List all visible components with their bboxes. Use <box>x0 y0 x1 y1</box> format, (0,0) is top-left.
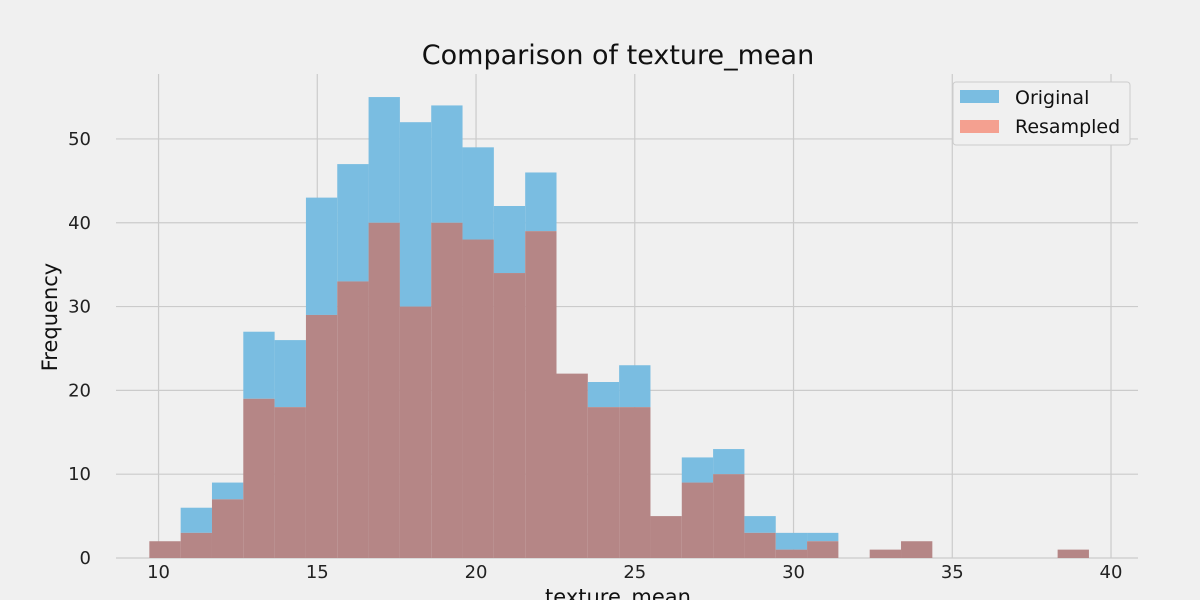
bar-overlap <box>431 222 463 558</box>
x-tick-label: 25 <box>623 562 646 583</box>
y-tick-label: 30 <box>68 297 91 318</box>
bar-overlap <box>744 532 776 558</box>
bar-overlap <box>305 314 338 558</box>
bar-overlap <box>869 549 902 558</box>
bar-original <box>807 532 839 542</box>
bar-original <box>775 532 808 550</box>
bar-original <box>462 147 494 240</box>
bar-original <box>493 206 526 274</box>
bar-overlap <box>368 222 400 558</box>
legend-swatch-resampled <box>960 120 999 133</box>
bar-original <box>619 365 651 408</box>
bar-original <box>368 97 400 223</box>
bar-original <box>713 449 745 475</box>
legend: Original Resampled <box>952 81 1131 146</box>
x-tick-label: 10 <box>147 562 170 583</box>
bar-original <box>431 105 463 223</box>
bar-overlap <box>180 532 212 558</box>
bar-overlap <box>211 499 244 558</box>
bar-original <box>525 172 557 232</box>
x-tick-label: 35 <box>941 562 964 583</box>
bar-overlap <box>525 231 557 558</box>
legend-label-resampled: Resampled <box>1015 116 1120 138</box>
bar-overlap <box>619 407 651 558</box>
y-tick-label: 0 <box>80 548 91 569</box>
bar-overlap <box>681 482 714 558</box>
bar-overlap <box>462 239 494 558</box>
y-tick-label: 10 <box>68 464 91 485</box>
bar-overlap <box>493 273 526 558</box>
axis-ticks: 10 15 20 25 30 35 40 0 10 20 30 40 50 <box>68 129 1122 583</box>
bar-overlap <box>399 306 432 558</box>
x-tick-label: 40 <box>1100 562 1123 583</box>
bar-original <box>681 457 714 483</box>
bar-original <box>744 516 776 533</box>
bar-original <box>211 482 244 500</box>
y-axis-label: Frequency <box>38 263 62 372</box>
bar-overlap <box>650 516 682 558</box>
bar-overlap <box>587 407 620 558</box>
bar-original <box>305 197 338 315</box>
bar-overlap <box>713 474 745 558</box>
y-tick-label: 20 <box>68 380 91 401</box>
bar-overlap <box>243 398 275 558</box>
x-tick-label: 15 <box>306 562 329 583</box>
bar-original <box>399 122 432 307</box>
bar-original <box>587 382 620 408</box>
bar-original <box>243 331 275 399</box>
x-tick-label: 30 <box>782 562 805 583</box>
bar-original <box>274 340 306 408</box>
histogram-bars <box>149 97 1089 558</box>
y-tick-label: 40 <box>68 213 91 234</box>
bar-overlap <box>556 373 588 558</box>
bar-overlap <box>149 541 181 558</box>
bar-overlap <box>775 549 808 558</box>
legend-swatch-original <box>960 90 999 103</box>
legend-label-original: Original <box>1015 87 1089 109</box>
bar-original <box>180 507 212 533</box>
y-tick-label: 50 <box>68 129 91 150</box>
x-tick-label: 20 <box>465 562 488 583</box>
chart-title: Comparison of texture_mean <box>422 40 814 71</box>
bar-overlap <box>1057 549 1089 558</box>
bar-overlap <box>807 541 839 558</box>
bar-overlap <box>274 407 306 558</box>
bar-overlap <box>337 281 369 558</box>
x-axis-label: texture_mean <box>545 585 691 600</box>
bar-original <box>337 164 369 282</box>
bar-overlap <box>901 541 933 558</box>
